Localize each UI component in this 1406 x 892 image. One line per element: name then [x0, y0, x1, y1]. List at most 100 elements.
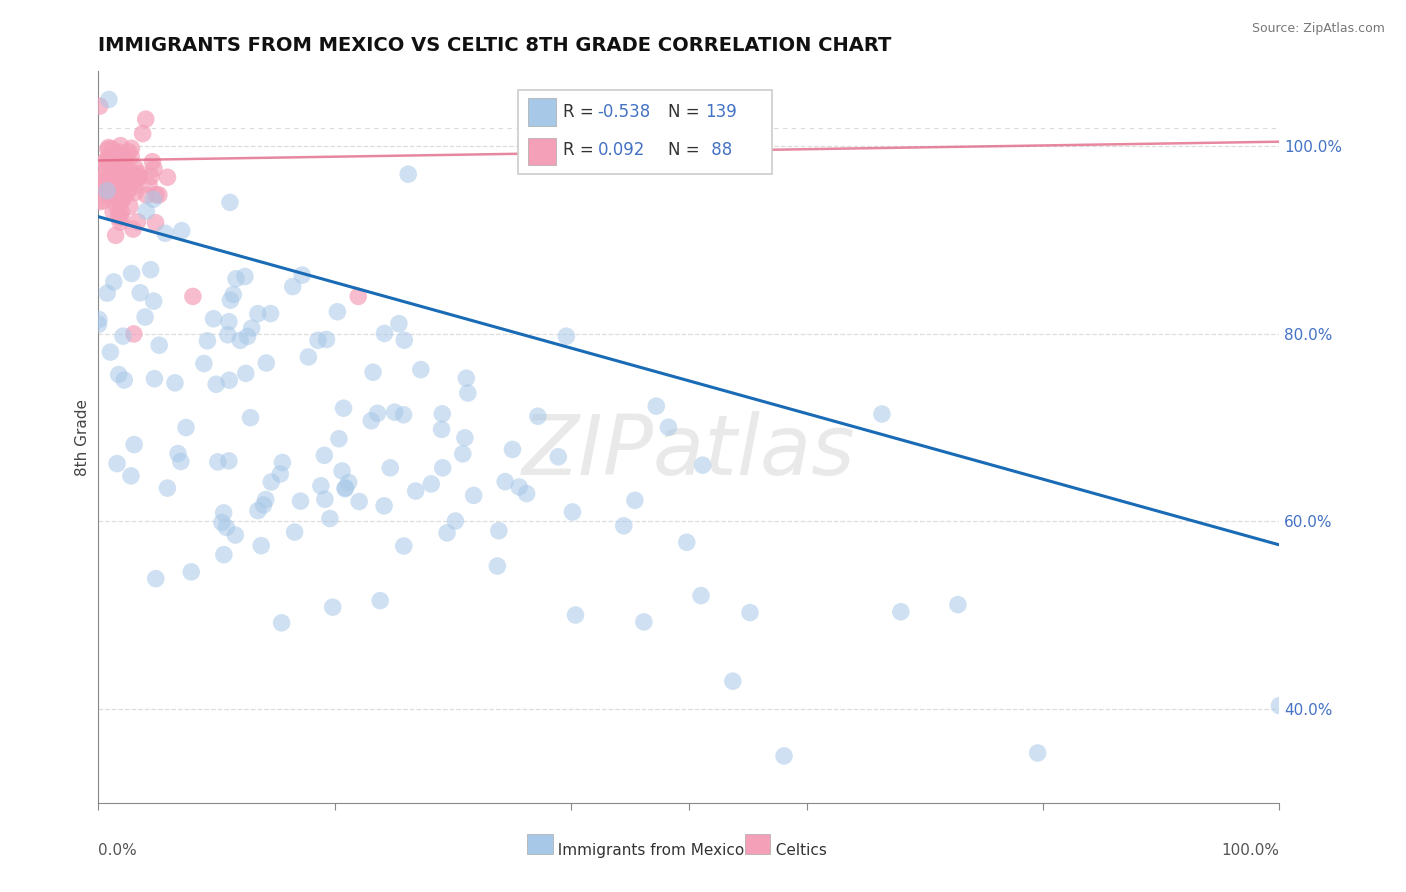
- Point: [494, 475, 516, 489]
- Point: [138, 178, 160, 192]
- Point: [139, 262, 162, 277]
- Point: [122, 326, 145, 341]
- Point: [380, 461, 402, 475]
- Point: [307, 334, 329, 348]
- Point: [384, 405, 406, 419]
- Point: [457, 386, 479, 401]
- Point: [110, 205, 132, 219]
- Text: Source: ZipAtlas.com: Source: ZipAtlas.com: [1251, 22, 1385, 36]
- Point: [108, 215, 131, 229]
- Point: [94, 153, 117, 168]
- Point: [101, 205, 124, 219]
- Point: [91, 164, 114, 178]
- Point: [135, 188, 157, 202]
- Point: [118, 166, 141, 180]
- Point: [108, 145, 131, 160]
- Point: [657, 420, 679, 434]
- Point: [97, 190, 120, 204]
- Point: [394, 333, 416, 347]
- Point: [112, 151, 135, 165]
- Point: [314, 492, 336, 507]
- Point: [250, 539, 273, 553]
- Point: [291, 268, 314, 282]
- Point: [890, 605, 912, 619]
- Point: [98, 158, 121, 172]
- Point: [367, 406, 389, 420]
- Point: [97, 93, 120, 107]
- Point: [624, 493, 647, 508]
- Point: [156, 170, 179, 185]
- Point: [332, 401, 354, 416]
- Point: [333, 482, 356, 496]
- Point: [110, 194, 132, 208]
- Point: [112, 329, 135, 343]
- Point: [314, 448, 336, 462]
- Point: [259, 307, 281, 321]
- Point: [110, 138, 132, 153]
- Point: [174, 420, 197, 434]
- Point: [738, 606, 761, 620]
- Point: [91, 176, 114, 190]
- Point: [233, 269, 256, 284]
- Text: Celtics: Celtics: [766, 843, 827, 858]
- Point: [547, 450, 569, 464]
- Point: [269, 467, 291, 481]
- Point: [527, 409, 550, 424]
- Point: [373, 499, 395, 513]
- Point: [212, 548, 235, 562]
- Point: [721, 674, 744, 689]
- Point: [105, 177, 128, 191]
- Text: Immigrants from Mexico: Immigrants from Mexico: [548, 843, 745, 858]
- Point: [368, 593, 391, 607]
- Point: [124, 186, 146, 200]
- Point: [112, 373, 135, 387]
- Point: [103, 171, 125, 186]
- Point: [392, 408, 415, 422]
- Point: [218, 315, 240, 329]
- Point: [89, 177, 111, 191]
- Point: [167, 446, 190, 460]
- Point: [328, 432, 350, 446]
- Point: [675, 535, 697, 549]
- Point: [946, 598, 969, 612]
- Point: [195, 334, 218, 348]
- Point: [180, 565, 202, 579]
- Point: [246, 503, 269, 517]
- Point: [87, 318, 110, 332]
- Point: [143, 372, 166, 386]
- Point: [98, 150, 121, 164]
- Point: [215, 520, 238, 534]
- Point: [432, 460, 454, 475]
- Point: [104, 153, 127, 168]
- Point: [131, 127, 153, 141]
- Point: [284, 525, 307, 540]
- Point: [120, 169, 142, 183]
- Point: [692, 458, 714, 472]
- Point: [107, 157, 129, 171]
- Point: [145, 572, 167, 586]
- Point: [145, 216, 167, 230]
- Point: [240, 321, 263, 335]
- Point: [118, 145, 141, 159]
- Point: [219, 195, 242, 210]
- Point: [436, 525, 458, 540]
- Point: [121, 165, 143, 179]
- Point: [97, 142, 120, 156]
- Point: [335, 481, 357, 495]
- Point: [260, 475, 283, 489]
- Point: [97, 140, 120, 154]
- Point: [456, 371, 478, 385]
- Point: [134, 310, 156, 324]
- Point: [225, 271, 247, 285]
- Point: [103, 169, 125, 184]
- Point: [516, 486, 538, 500]
- Point: [148, 338, 170, 352]
- Point: [501, 442, 523, 457]
- Point: [135, 112, 157, 127]
- Point: [326, 304, 349, 318]
- Point: [451, 447, 474, 461]
- Point: [124, 161, 146, 175]
- Point: [128, 166, 150, 180]
- Point: [124, 179, 146, 194]
- Point: [420, 477, 443, 491]
